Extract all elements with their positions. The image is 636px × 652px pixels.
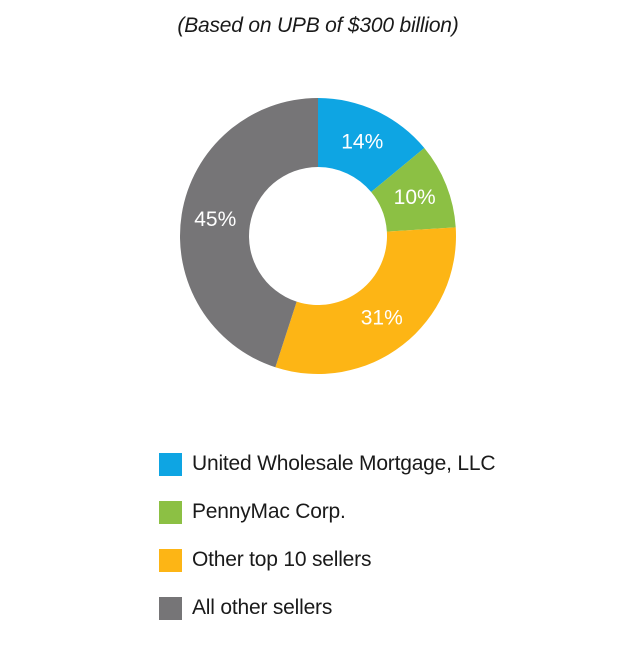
donut-slice (275, 227, 457, 374)
slice-value-label: 31% (361, 307, 403, 330)
legend-item: All other sellers (159, 584, 495, 632)
legend-label: All other sellers (192, 596, 333, 619)
slice-value-label: 45% (194, 208, 236, 231)
chart-legend: United Wholesale Mortgage, LLC PennyMac C… (159, 440, 496, 632)
donut-slice (180, 98, 318, 368)
slice-value-label: 14% (341, 130, 383, 153)
legend-label: PennyMac Corp. (192, 500, 346, 523)
legend-swatch (159, 548, 182, 572)
slice-value-label: 10% (394, 186, 436, 209)
donut-slice (371, 148, 456, 232)
chart-subtitle: (Based on UPB of $300 billion) (177, 14, 459, 37)
legend-label: United Wholesale Mortgage, LLC (192, 452, 496, 475)
legend-swatch (159, 452, 182, 476)
donut-chart: 14% 10% 31% 45% (180, 98, 457, 374)
legend-swatch (159, 500, 182, 524)
donut-slice (318, 98, 425, 193)
legend-item: United Wholesale Mortgage, LLC (159, 440, 496, 488)
legend-swatch (159, 596, 182, 620)
legend-label: Other top 10 sellers (192, 548, 372, 571)
legend-item: Other top 10 sellers (159, 536, 495, 584)
legend-item: PennyMac Corp. (159, 488, 495, 536)
